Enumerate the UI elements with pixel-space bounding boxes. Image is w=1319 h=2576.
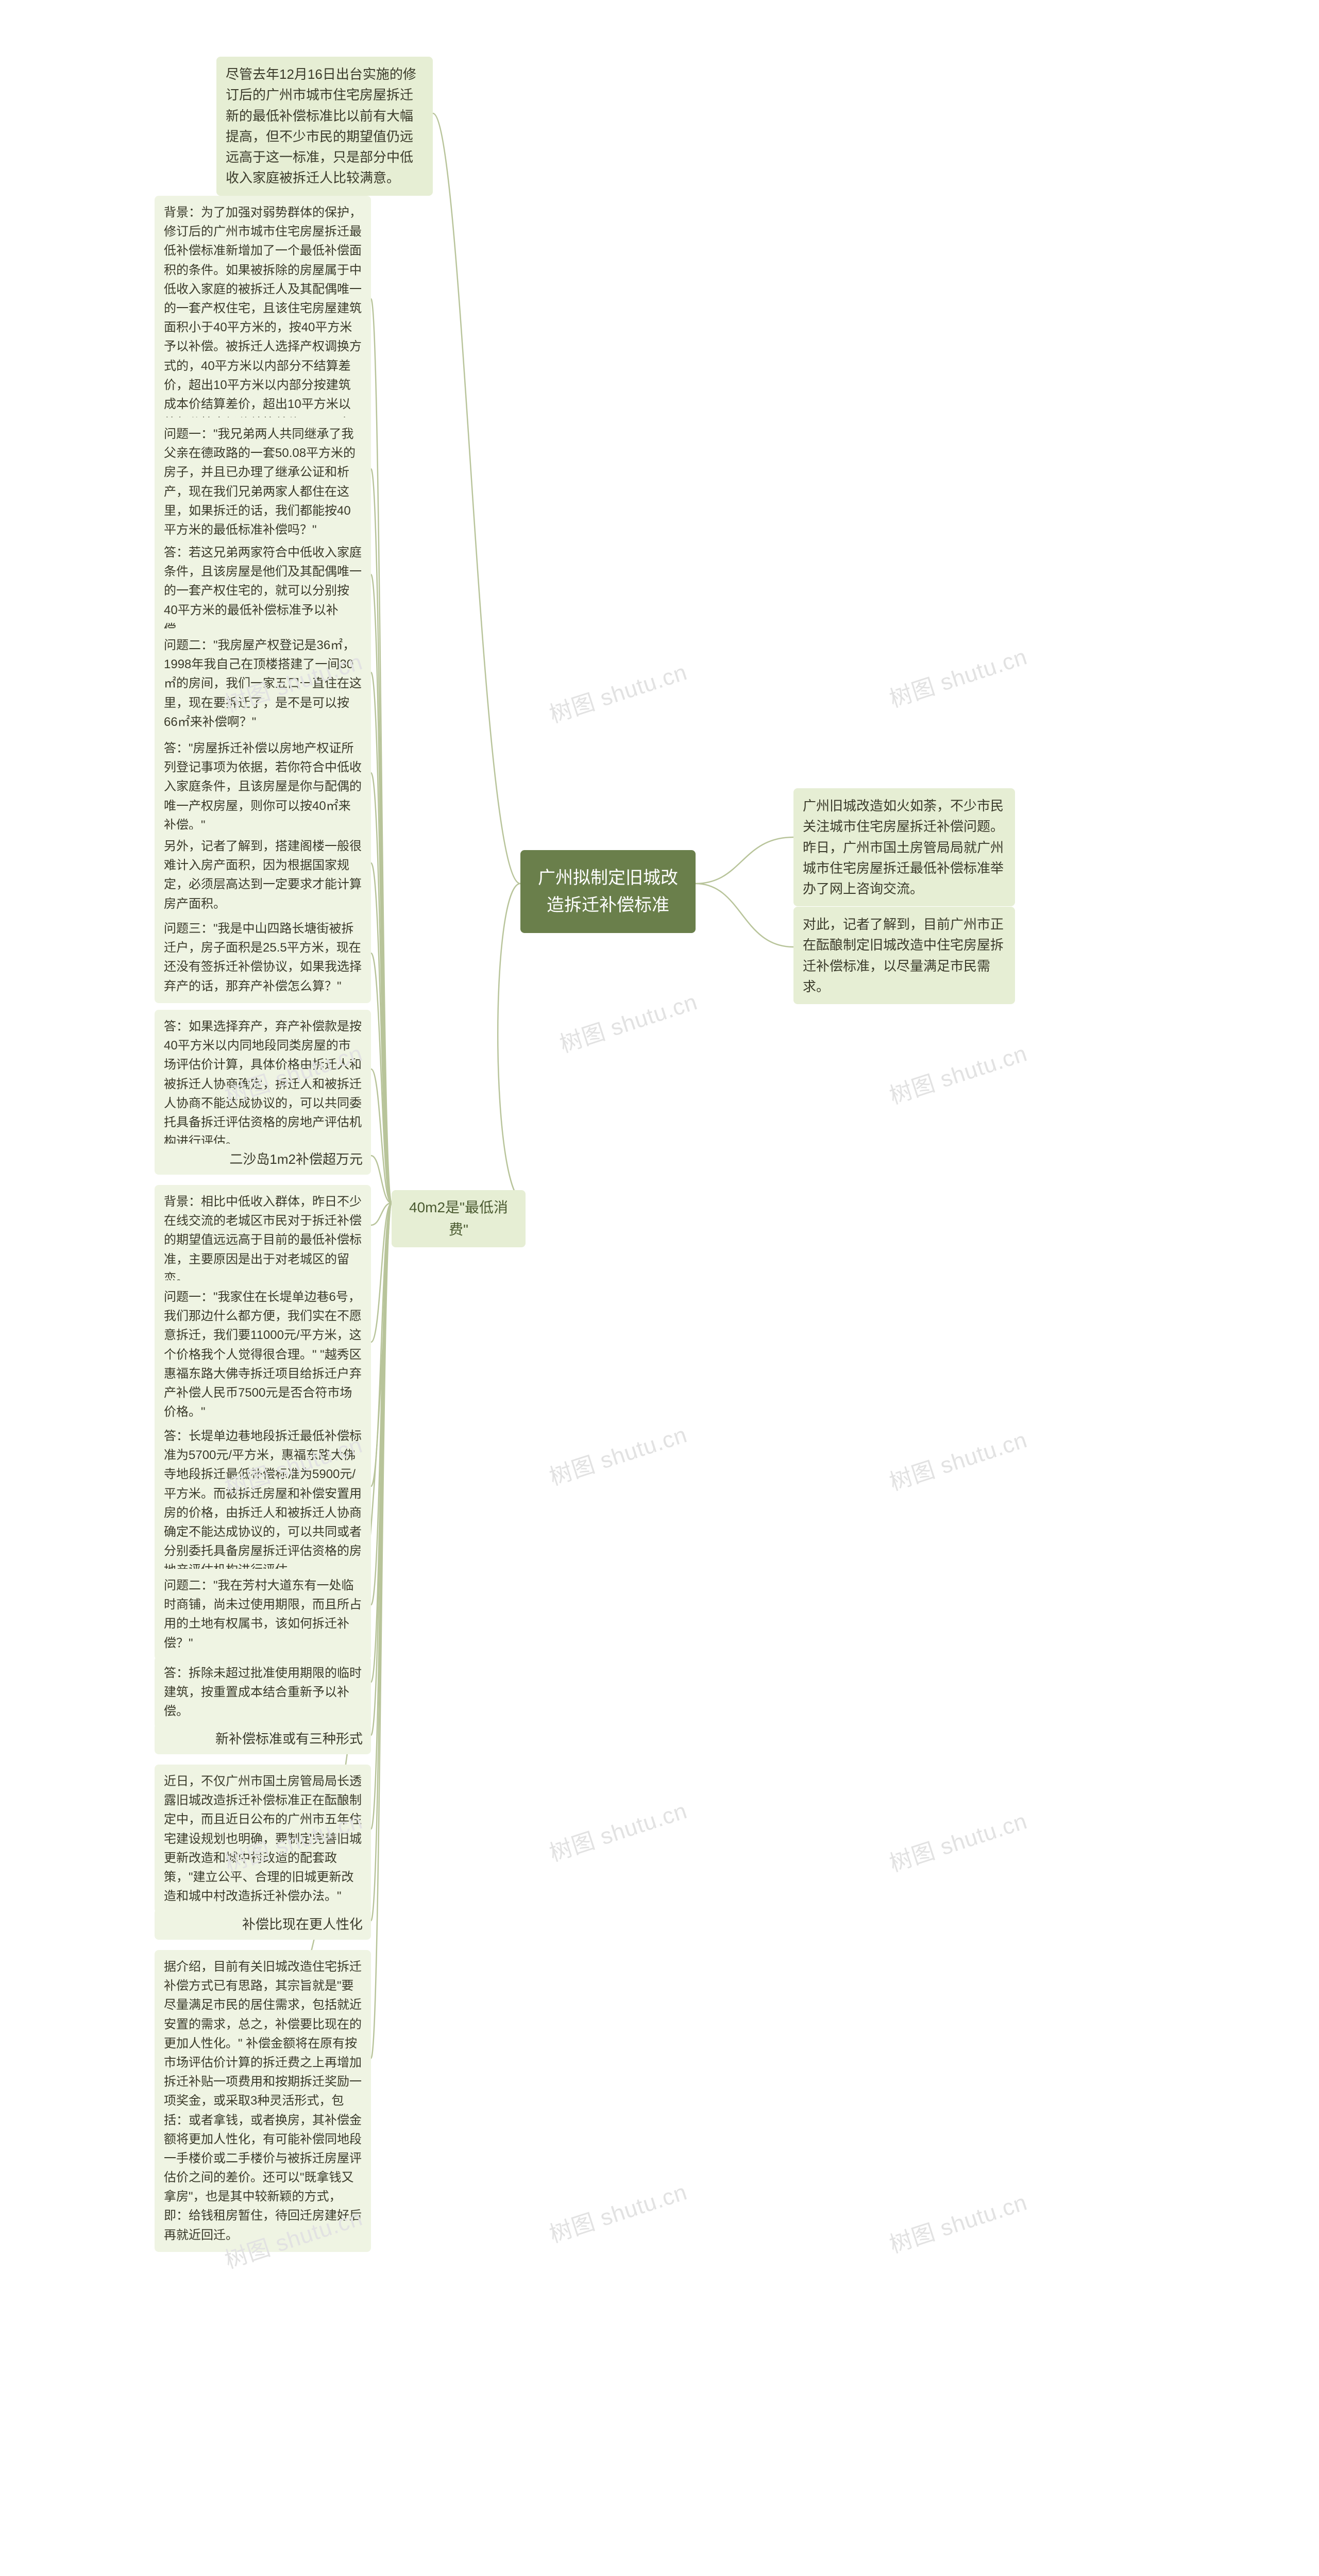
root-node[interactable]: 广州拟制定旧城改造拆迁补偿标准 (520, 850, 696, 933)
leaf-l10[interactable]: 问题一："我家住在长堤单边巷6号，我们那边什么都方便，我们实在不愿意拆迁，我们要… (155, 1280, 371, 1429)
connector (371, 1203, 392, 1486)
leaf-l13[interactable]: 答：拆除未超过批准使用期限的临时建筑，按重置成本结合重新予以补偿。 (155, 1656, 371, 1728)
connector (371, 773, 392, 1203)
connector (371, 1156, 392, 1203)
leaf-l11[interactable]: 答：长堤单边巷地段拆迁最低补偿标准为5700元/平方米，惠福东路大佛寺地段拆迁最… (155, 1419, 371, 1587)
right-node-1[interactable]: 广州旧城改造如火如荼，不少市民关注城市住宅房屋拆迁补偿问题。昨日，广州市国土房管… (793, 788, 1015, 906)
connector (371, 863, 392, 1203)
watermark: 树图 shutu.cn (545, 654, 691, 730)
connector (371, 1069, 392, 1203)
connector (371, 1203, 392, 1829)
watermark: 树图 shutu.cn (545, 1792, 691, 1868)
watermark: 树图 shutu.cn (545, 1416, 691, 1492)
leaf-sh2[interactable]: 新补偿标准或有三种形式 (155, 1723, 371, 1754)
watermark: 树图 shutu.cn (885, 2184, 1031, 2260)
leaf-sh1[interactable]: 二沙岛1m2补偿超万元 (155, 1144, 371, 1175)
watermark: 树图 shutu.cn (885, 1421, 1031, 1497)
connector (371, 1203, 392, 1605)
connector (371, 953, 392, 1203)
leaf-l14[interactable]: 近日，不仅广州市国土房管局局长透露旧城改造拆迁补偿标准正在酝酿制定中，而且近日公… (155, 1765, 371, 1913)
connector (433, 113, 520, 884)
watermark: 树图 shutu.cn (545, 2174, 691, 2249)
connector (371, 1203, 392, 1921)
leaf-l12[interactable]: 问题二："我在芳村大道东有一处临时商铺，尚未过使用期限，而且所占用的土地有权属书… (155, 1569, 371, 1660)
mindmap-canvas: 广州拟制定旧城改造拆迁补偿标准 广州旧城改造如火如荼，不少市民关注城市住宅房屋拆… (0, 0, 1319, 2576)
leaf-l07[interactable]: 问题三："我是中山四路长塘街被拆迁户，房子面积是25.5平方米，现在还没有签拆迁… (155, 912, 371, 1003)
connector (371, 1203, 392, 1682)
watermark: 树图 shutu.cn (555, 984, 701, 1059)
branch-node[interactable]: 40m2是"最低消费" (392, 1190, 526, 1247)
connector (371, 1203, 392, 1735)
leaf-l06[interactable]: 另外，记者了解到，搭建阁楼一般很难计入房产面积，因为根据国家规定，必须层高达到一… (155, 829, 371, 921)
connector (371, 469, 392, 1203)
connector (371, 672, 392, 1203)
watermark: 树图 shutu.cn (885, 1035, 1031, 1111)
leaf-l08[interactable]: 答：如果选择弃产，弃产补偿款是按40平方米以内同地段同类房屋的市场评估价计算，具… (155, 1010, 371, 1158)
leaf-l02[interactable]: 问题一："我兄弟两人共同继承了我父亲在德政路的一套50.08平方米的房子，并且已… (155, 417, 371, 547)
leaf-l09[interactable]: 背景：相比中低收入群体，昨日不少在线交流的老城区市民对于拆迁补偿的期望值远远高于… (155, 1185, 371, 1295)
connector (371, 1203, 392, 2058)
connector (696, 884, 793, 947)
connector (371, 574, 392, 1203)
intro-node[interactable]: 尽管去年12月16日出台实施的修订后的广州市城市住宅房屋拆迁新的最低补偿标准比以… (216, 57, 433, 196)
watermark: 树图 shutu.cn (885, 1803, 1031, 1878)
connector (696, 837, 793, 884)
right-node-2[interactable]: 对此，记者了解到，目前广州市正在酝酿制定旧城改造中住宅房屋拆迁补偿标准，以尽量满… (793, 907, 1015, 1004)
connector (371, 1203, 392, 1342)
leaf-sh3[interactable]: 补偿比现在更人性化 (155, 1909, 371, 1940)
connector (371, 299, 392, 1203)
connector (371, 1203, 392, 1225)
leaf-l04[interactable]: 问题二："我房屋产权登记是36㎡，1998年我自己在顶楼搭建了一间30㎡的房间，… (155, 629, 371, 739)
watermark: 树图 shutu.cn (885, 638, 1031, 714)
leaf-l15[interactable]: 据介绍，目前有关旧城改造住宅拆迁补偿方式已有思路，其宗旨就是"要尽量满足市民的居… (155, 1950, 371, 2252)
leaf-l05[interactable]: 答："房屋拆迁补偿以房地产权证所列登记事项为依据，若你符合中低收入家庭条件，且该… (155, 732, 371, 842)
